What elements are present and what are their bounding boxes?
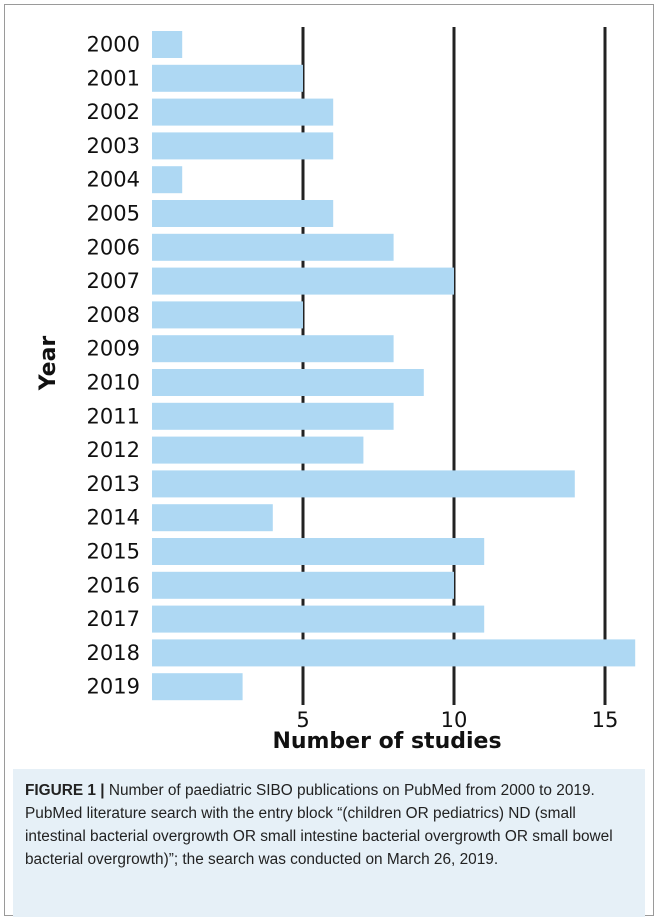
bar-2012 — [152, 436, 364, 464]
bar-2007 — [152, 267, 454, 295]
bar-2005 — [152, 200, 334, 227]
bars — [152, 31, 636, 701]
bar-2009 — [152, 335, 394, 363]
bar-2015 — [152, 538, 485, 565]
bar-2010 — [152, 369, 424, 396]
year-label-2010: 2010 — [87, 371, 140, 395]
bar-2018 — [152, 639, 636, 667]
year-label-2001: 2001 — [87, 66, 140, 90]
grid-lines — [301, 27, 607, 705]
year-label-2011: 2011 — [87, 404, 140, 428]
bar-chart: 2000 2001 2002 2003 2004 2005 2006 2007 2008 2009… — [36, 27, 636, 754]
bar-2013 — [152, 470, 575, 498]
bar-2011 — [152, 402, 394, 430]
bar-2014 — [152, 504, 273, 532]
x-tick-10: 10 — [441, 708, 468, 732]
caption-label: FIGURE 1 | — [25, 782, 105, 799]
bar-2000 — [152, 31, 183, 58]
year-label-2000: 2000 — [87, 33, 140, 57]
year-label-2012: 2012 — [87, 438, 140, 462]
bar-2006 — [152, 233, 394, 261]
x-tick-labels: 5 10 15 — [296, 708, 618, 732]
year-label-2003: 2003 — [87, 134, 140, 158]
x-tick-15: 15 — [592, 708, 619, 732]
year-label-2019: 2019 — [87, 675, 140, 699]
x-axis-title: Number of studies — [272, 729, 501, 754]
bar-2017 — [152, 605, 485, 633]
bar-2004 — [152, 166, 183, 194]
year-label-2017: 2017 — [87, 607, 140, 631]
bar-2008 — [152, 301, 303, 329]
year-tick-labels: 2000 2001 2002 2003 2004 2005 2006 2007 2008 2009… — [87, 33, 140, 699]
bar-2019 — [152, 673, 243, 701]
year-label-2008: 2008 — [87, 303, 140, 327]
year-label-2005: 2005 — [87, 202, 140, 226]
year-label-2006: 2006 — [87, 235, 140, 259]
year-label-2007: 2007 — [87, 269, 140, 293]
year-label-2016: 2016 — [87, 573, 140, 597]
bar-2016 — [152, 571, 454, 599]
y-axis-title: Year — [36, 336, 61, 392]
year-label-2018: 2018 — [87, 641, 140, 665]
year-label-2002: 2002 — [87, 100, 140, 124]
figure-panel: 2000 2001 2002 2003 2004 2005 2006 2007 2008 2009… — [4, 4, 654, 917]
x-tick-5: 5 — [296, 708, 309, 732]
bar-2002 — [152, 98, 334, 126]
year-label-2009: 2009 — [87, 337, 140, 361]
year-label-2015: 2015 — [87, 540, 140, 564]
year-label-2004: 2004 — [87, 168, 140, 192]
bar-2001 — [152, 64, 303, 92]
year-label-2014: 2014 — [87, 506, 140, 530]
year-label-2013: 2013 — [87, 472, 140, 496]
caption-text: Number of paediatric SIBO publications o… — [25, 782, 613, 868]
figure-caption: FIGURE 1 | Number of paediatric SIBO pub… — [13, 769, 645, 917]
bar-2003 — [152, 132, 334, 160]
